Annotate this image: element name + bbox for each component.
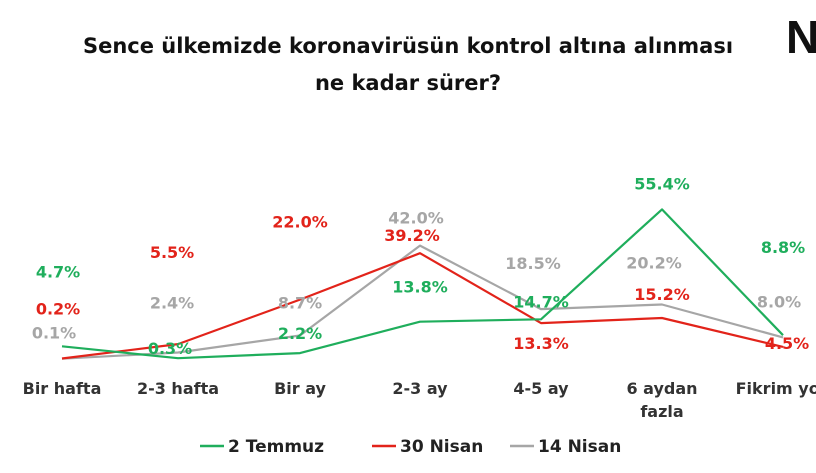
x-tick-label: Bir hafta: [23, 379, 102, 398]
chart-title-line-2: ne kadar sürer?: [314, 71, 502, 95]
chart-title-line-1: Sence ülkemizde koronavirüsün kontrol al…: [82, 34, 734, 58]
data-label: 4.7%: [36, 262, 80, 281]
x-tick-label: 4-5 ay: [513, 379, 569, 398]
data-label: 42.0%: [388, 209, 444, 228]
data-label: 0.3%: [148, 339, 192, 358]
legend-label: 14 Nisan: [538, 437, 621, 457]
x-tick-label: 2-3 ay: [392, 379, 448, 398]
data-label: 14.7%: [513, 292, 569, 311]
data-label: 15.2%: [634, 285, 690, 304]
data-label: 8.8%: [761, 238, 805, 257]
data-label: 8.7%: [278, 294, 322, 313]
series-line-0: [61, 208, 784, 360]
legend-label: 2 Temmuz: [228, 437, 324, 457]
x-tick-label: 2-3 hafta: [137, 379, 219, 398]
data-label: 13.3%: [513, 334, 569, 353]
series-line-1: [61, 252, 784, 360]
data-label: 4.5%: [765, 334, 809, 353]
data-label: 2.2%: [278, 324, 322, 343]
x-tick-label: 6 aydan: [626, 379, 697, 398]
data-label: 2.4%: [150, 294, 194, 313]
x-tick-label: Bir ay: [274, 379, 326, 398]
data-label: 20.2%: [626, 253, 682, 272]
data-label: 18.5%: [505, 254, 561, 273]
data-label: 5.5%: [150, 243, 194, 262]
data-label: 22.0%: [272, 213, 328, 232]
data-label: 0.2%: [36, 299, 80, 318]
data-label: 0.1%: [32, 324, 76, 343]
x-tick-label: fazla: [640, 402, 683, 421]
data-label: 55.4%: [634, 174, 690, 193]
data-label: 13.8%: [392, 278, 448, 297]
x-tick-label: Fikrim yok: [736, 379, 816, 398]
legend-label: 30 Nisan: [400, 437, 483, 457]
data-label: 8.0%: [757, 292, 801, 311]
brand-logo: N: [786, 11, 816, 63]
series-line-2: [61, 244, 784, 360]
data-label: 39.2%: [384, 226, 440, 245]
